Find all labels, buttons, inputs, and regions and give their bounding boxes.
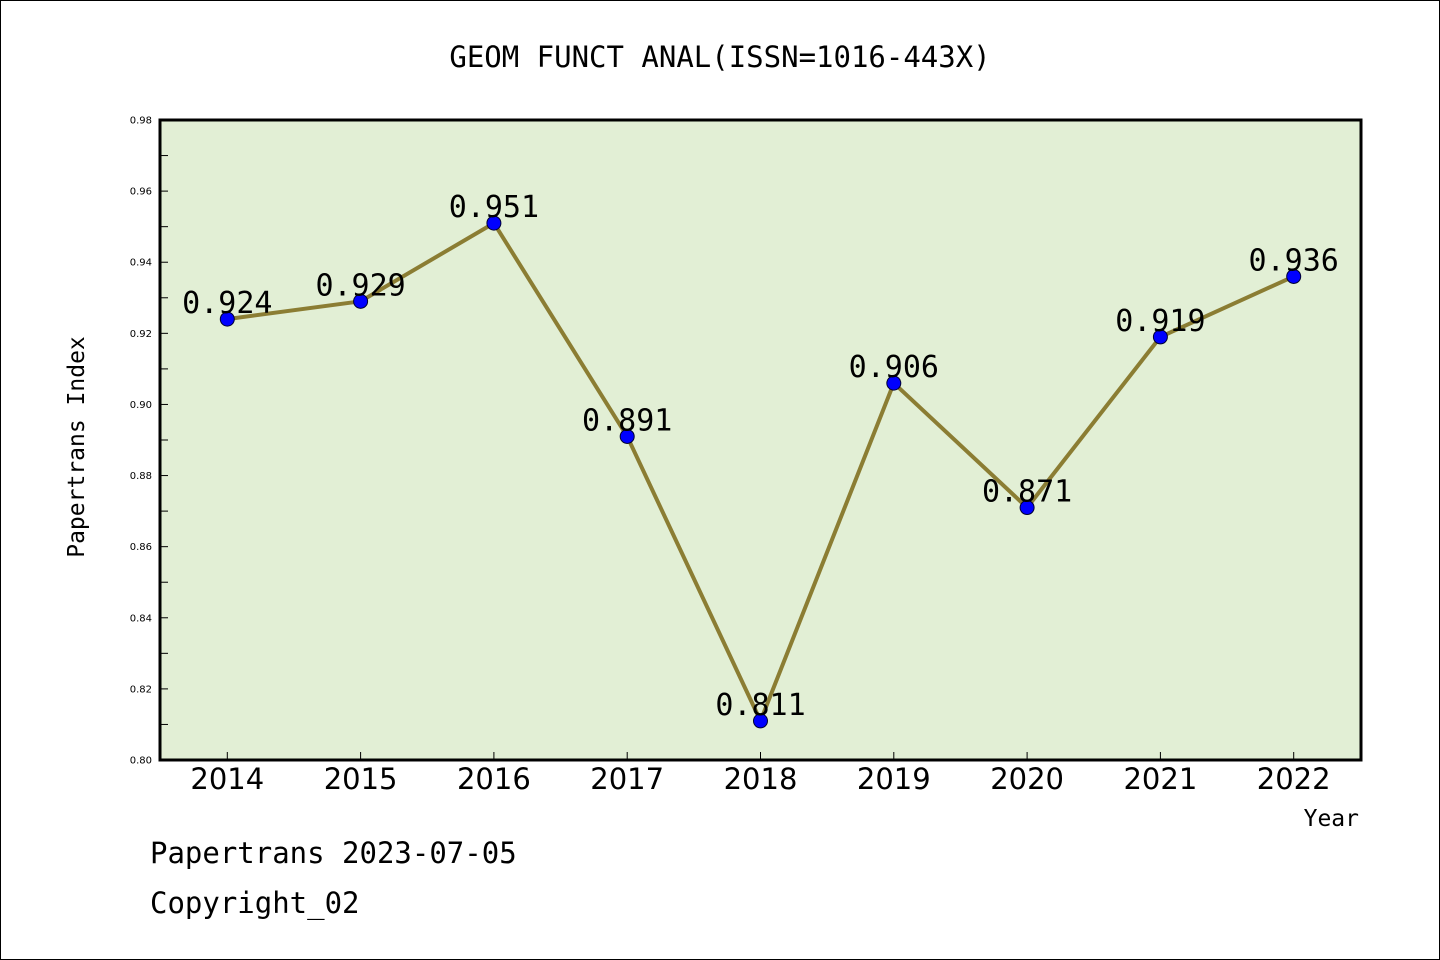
y-axis: 0.80 0.82 0.84 0.86 0.88 0.90 0.92 0.94 0.96 0.98 [130, 116, 168, 767]
x-tick-label: 2022 [1257, 762, 1331, 796]
x-tick-label: 2017 [590, 762, 664, 796]
data-label: 0.951 [449, 190, 539, 225]
data-label: 0.871 [982, 475, 1072, 510]
footer-copyright: Copyright_02 [150, 886, 360, 920]
y-tick-label: 0.92 [130, 329, 152, 340]
y-tick-label: 0.80 [130, 756, 152, 767]
y-tick-label: 0.88 [130, 471, 152, 482]
data-point [1286, 268, 1302, 284]
data-label: 0.924 [182, 286, 272, 321]
footer-date: Papertrans 2023-07-05 [150, 836, 517, 870]
data-labels: 0.924 0.929 0.951 0.891 0.811 0.906 0.871 0.919… [182, 190, 1339, 723]
data-label: 0.811 [715, 688, 805, 723]
data-point [219, 311, 235, 327]
y-tick-label: 0.84 [130, 613, 152, 624]
data-label: 0.906 [849, 350, 939, 385]
x-tick-label: 2014 [190, 762, 264, 796]
x-tick-label: 2018 [724, 762, 798, 796]
y-tick-label: 0.96 [130, 187, 152, 198]
x-tick-label: 2019 [857, 762, 931, 796]
data-point [486, 215, 502, 231]
data-point [1152, 329, 1168, 345]
plot-area [158, 118, 1363, 762]
data-label: 0.929 [315, 268, 405, 303]
data-label: 0.891 [582, 403, 672, 438]
y-tick-label: 0.98 [130, 116, 152, 127]
series-layer [219, 215, 1302, 729]
data-point [886, 375, 902, 391]
y-tick-label: 0.90 [130, 400, 152, 411]
data-point [353, 293, 369, 309]
data-point [619, 428, 635, 444]
y-tick-label: 0.86 [130, 542, 152, 553]
y-tick-label: 0.82 [130, 684, 152, 695]
y-axis-label: Papertrans Index [64, 336, 90, 558]
y-tick-label: 0.94 [130, 258, 152, 269]
x-tick-label: 2015 [324, 762, 398, 796]
data-point [1019, 500, 1035, 516]
x-tick-label: 2016 [457, 762, 531, 796]
x-axis: 2014 2015 2016 2017 2018 2019 2020 2021 2022 [190, 752, 1331, 796]
data-label: 0.919 [1115, 304, 1205, 339]
chart-title: GEOM FUNCT ANAL(ISSN=1016-443X) [449, 40, 990, 74]
data-label: 0.936 [1249, 243, 1339, 278]
x-axis-label: Year [1304, 806, 1359, 832]
x-tick-label: 2020 [990, 762, 1064, 796]
data-point [753, 713, 768, 729]
x-tick-label: 2021 [1123, 762, 1197, 796]
